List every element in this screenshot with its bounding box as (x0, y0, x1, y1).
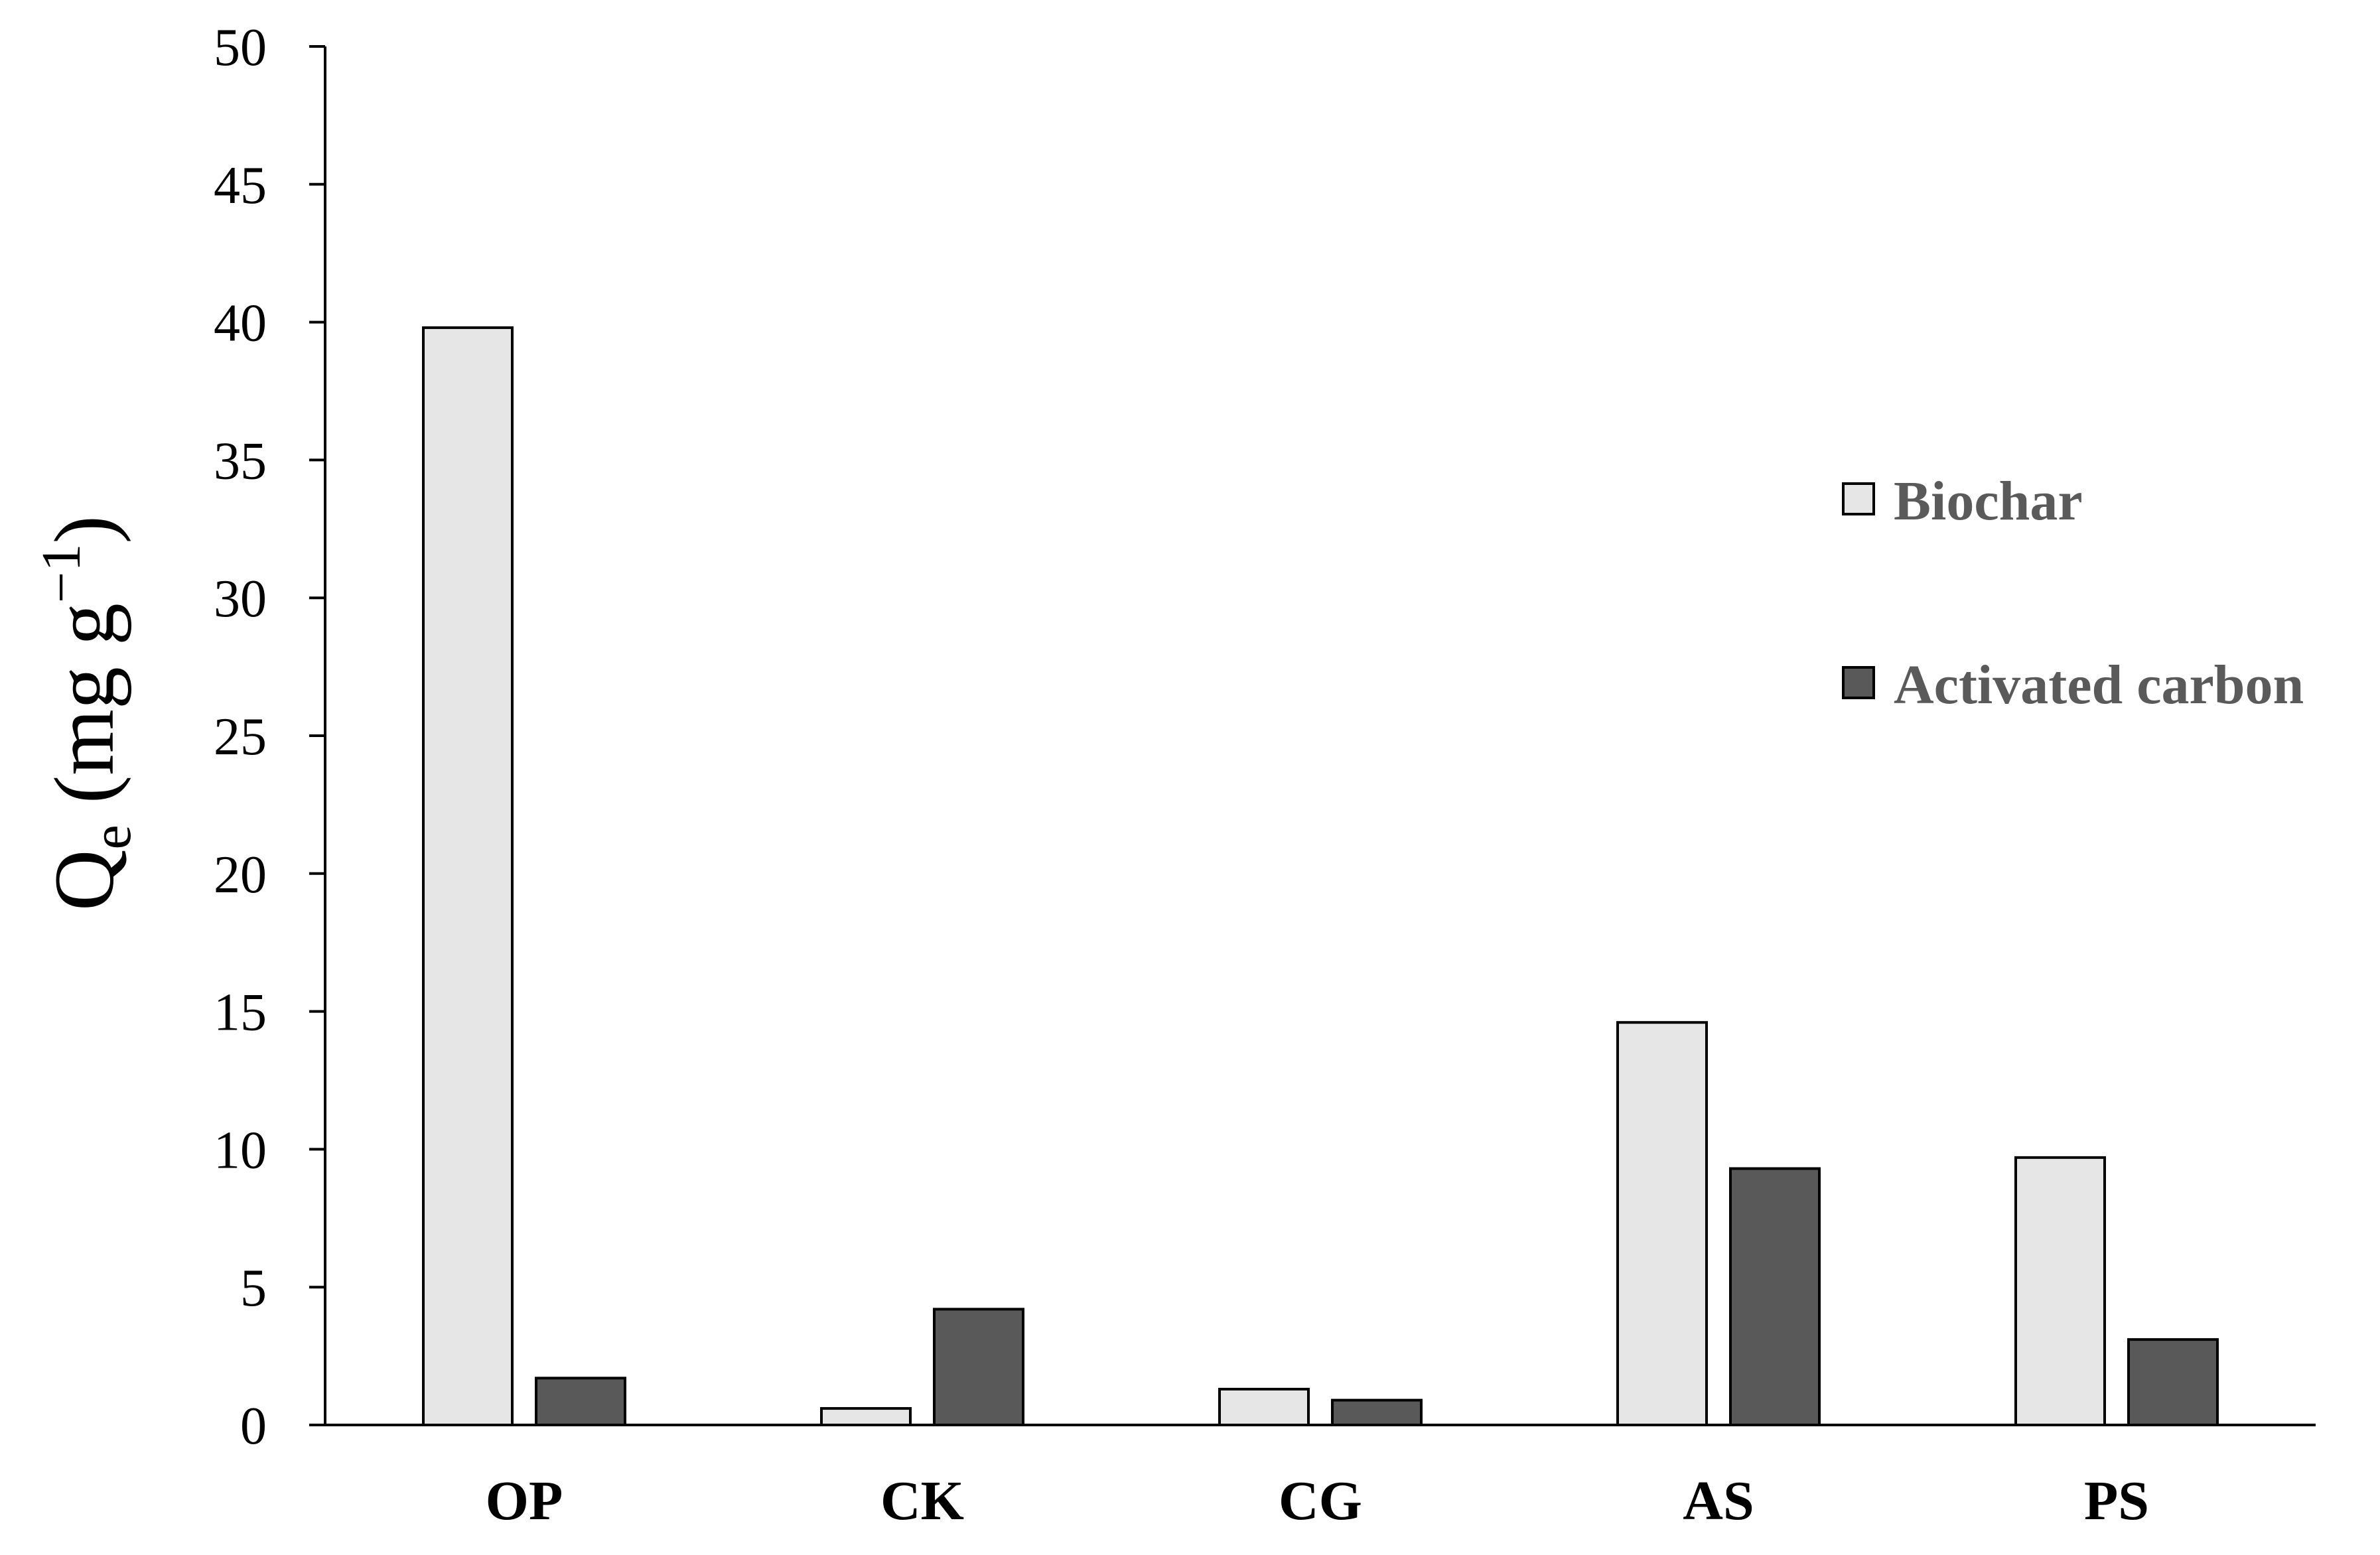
bar-ck-biochar (820, 1407, 912, 1426)
y-tick-label: 5 (240, 1259, 267, 1318)
y-axis-label: Qe (mg g−1) (31, 515, 143, 911)
x-category-label: PS (2084, 1470, 2149, 1532)
x-category-label: OP (486, 1470, 563, 1532)
y-axis-label-unit-open: (mg g (37, 603, 131, 825)
bar-op-activated-carbon (535, 1377, 626, 1426)
bar-ck-activated-carbon (933, 1308, 1024, 1426)
bar-cg-activated-carbon (1331, 1398, 1423, 1426)
x-category-label: CG (1279, 1470, 1362, 1532)
y-tick-label: 15 (214, 984, 267, 1042)
y-tick-label: 0 (240, 1397, 267, 1455)
y-tick-label: 10 (214, 1121, 267, 1180)
x-labels-group: OP CK CG AS PS (486, 1470, 2149, 1532)
y-tick-label: 30 (214, 570, 267, 628)
y-tick-label: 35 (214, 432, 267, 490)
y-axis-label-subscript: e (81, 825, 143, 849)
bar-cg-biochar (1218, 1387, 1310, 1426)
legend-label: Activated carbon (1894, 654, 2304, 716)
x-category-label: AS (1683, 1470, 1754, 1532)
y-axis-label-main: Q (37, 850, 131, 911)
bar-as-activated-carbon (1729, 1167, 1821, 1426)
legend: Biochar Activated carbon (1842, 470, 2304, 716)
y-tick-label: 50 (214, 19, 267, 77)
bar-ps-activated-carbon (2127, 1338, 2219, 1426)
y-tick-label: 45 (214, 157, 267, 215)
bar-as-biochar (1616, 1021, 1708, 1426)
y-tick-label: 25 (214, 708, 267, 766)
y-tick-label: 40 (214, 295, 267, 353)
legend-label: Biochar (1894, 470, 2083, 532)
x-category-label: CK (880, 1470, 964, 1532)
y-ticks-group: 0 5 10 15 20 25 30 35 40 45 50 (214, 19, 325, 1455)
y-axis-label-superscript: −1 (31, 544, 92, 603)
bars-group (422, 326, 2219, 1427)
bar-op-biochar (422, 326, 514, 1426)
legend-swatch-activated-carbon (1842, 666, 1875, 699)
y-axis-label-unit-close: ) (37, 515, 131, 544)
y-tick-label: 20 (214, 846, 267, 904)
bar-ps-biochar (2014, 1156, 2106, 1427)
legend-swatch-biochar (1842, 482, 1875, 515)
